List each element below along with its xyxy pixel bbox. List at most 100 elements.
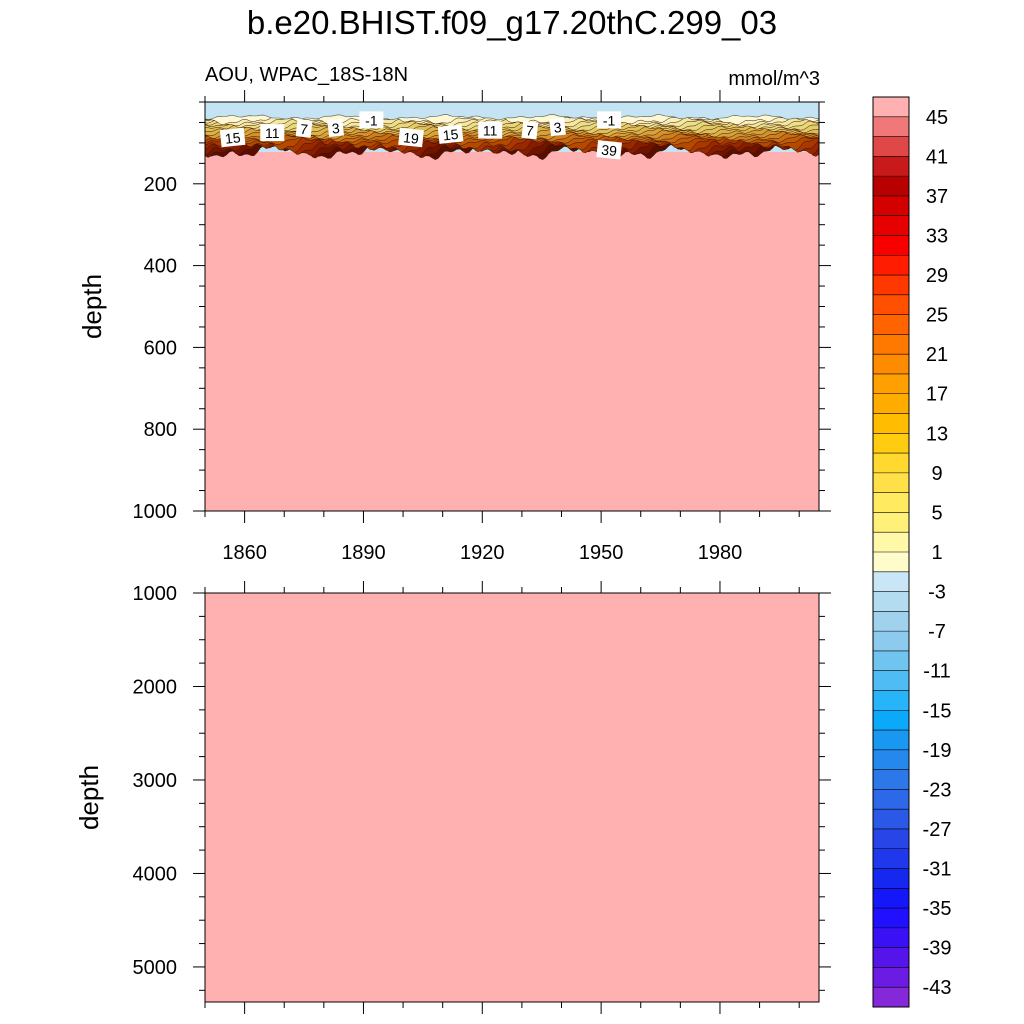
colorbar-swatch [873,453,909,474]
colorbar-label: 5 [931,502,942,524]
contour-label: 3 [327,118,344,137]
colorbar-swatch [873,611,909,632]
upper-ytick-label: 1000 [133,501,178,523]
colorbar-swatch [873,967,909,988]
contour-label: 19 [398,127,424,148]
colorbar-swatch [873,710,909,731]
contour-label: 39 [596,140,622,160]
contour-label-text: 11 [483,123,498,139]
colorbar-swatch [873,433,909,454]
colorbar-swatch [873,868,909,889]
colorbar-label: 9 [931,463,942,485]
colorbar-swatch [873,393,909,414]
contour-label: -1 [597,111,622,129]
colorbar-swatch [873,631,909,652]
colorbar-swatch [873,97,909,118]
lower-ytick-label: 4000 [133,863,178,885]
upper-xtick-label: 1920 [460,542,505,564]
colorbar-swatch [873,571,909,592]
colorbar-swatch [873,908,909,929]
contour-label: 15 [437,124,464,144]
upper-xtick-label: 1890 [341,542,386,564]
contour-label-text: 7 [299,121,309,138]
colorbar-swatch [873,888,909,909]
colorbar-label: 41 [926,146,948,168]
colorbar-swatch [873,532,909,553]
upper-plot-area: 15 11 7 3 -1 19 15 11 7 3 -1 39 [205,102,819,511]
chart-subtitle-units: mmol/m^3 [728,68,820,90]
lower-ytick-label: 1000 [133,583,178,605]
contour-label: 11 [478,121,503,139]
colorbar-label: -23 [923,779,952,801]
contour-label: -1 [359,111,384,129]
colorbar-swatch [873,591,909,612]
contour-label: 15 [219,127,246,148]
colorbar-label: -43 [923,977,952,999]
contour-label-text: 11 [265,125,280,141]
lower-ytick-label: 2000 [133,676,178,698]
colorbar-swatch [873,809,909,830]
colorbar-swatch [873,492,909,513]
colorbar-label: 29 [926,265,948,287]
chart-subtitle-variable: AOU, WPAC_18S-18N [205,64,409,86]
colorbar-label: -27 [923,819,952,841]
colorbar-swatch [873,552,909,573]
colorbar-swatch [873,215,909,236]
colorbar-swatch [873,195,909,216]
colorbar-swatch [873,136,909,157]
colorbar-label: 33 [926,225,948,247]
colorbar-swatch [873,670,909,691]
colorbar-swatch [873,413,909,434]
contour-label-text: 15 [224,129,241,147]
upper-ytick-label: 800 [144,419,177,441]
upper-xtick-label: 1860 [222,542,267,564]
colorbar-label: 13 [926,423,948,445]
upper-xtick-label: 1980 [698,542,743,564]
upper-ytick-label: 200 [144,174,177,196]
colorbar-label: -39 [923,938,952,960]
colorbar-swatch [873,848,909,869]
lower-ytick-label: 3000 [133,770,178,792]
colorbar-label: 17 [926,384,948,406]
colorbar-label: 21 [926,344,948,366]
contour-label-text: 39 [601,142,618,160]
upper-ytick-label: 400 [144,256,177,278]
colorbar-label: -11 [923,661,950,683]
colorbar-label: -15 [923,700,952,722]
colorbar-swatch [873,987,909,1008]
colorbar-swatch [873,730,909,751]
colorbar-swatch [873,235,909,256]
colorbar-swatch [873,156,909,177]
contour-label-text: -1 [603,112,616,128]
colorbar-label: -7 [928,621,946,643]
lower-plot-area [205,593,819,1002]
colorbar-swatch [873,828,909,850]
contour-label: 11 [260,124,285,142]
colorbar-label: 1 [931,542,942,564]
colorbar-swatch [873,650,909,671]
colorbar-label: -3 [928,582,946,604]
colorbar-swatch [873,275,909,296]
colorbar-label: -35 [923,898,952,920]
colorbar-swatch [873,472,909,493]
colorbar-label: -31 [923,859,952,881]
colorbar-swatch [873,354,909,375]
colorbar-swatch [873,947,909,968]
colorbar-label: 37 [926,186,948,208]
colorbar-swatch [873,116,909,137]
colorbar-swatch [873,690,909,711]
colorbar-frame [872,96,910,1008]
contour-label-text: 7 [525,122,535,139]
colorbar-swatch [873,334,909,355]
contour-band-surface [205,102,819,121]
contour-label: 3 [549,117,566,137]
lower-ytick-label: 5000 [133,957,178,979]
colorbar-swatch [873,176,909,197]
colorbar-label: -19 [923,740,952,762]
contour-label-text: 3 [331,120,341,137]
lower-frame [204,592,820,1003]
contour-label: 7 [295,119,313,138]
contour-label-text: 15 [442,126,459,144]
colorbar-swatch [873,373,909,395]
colorbar-swatch [873,294,909,315]
